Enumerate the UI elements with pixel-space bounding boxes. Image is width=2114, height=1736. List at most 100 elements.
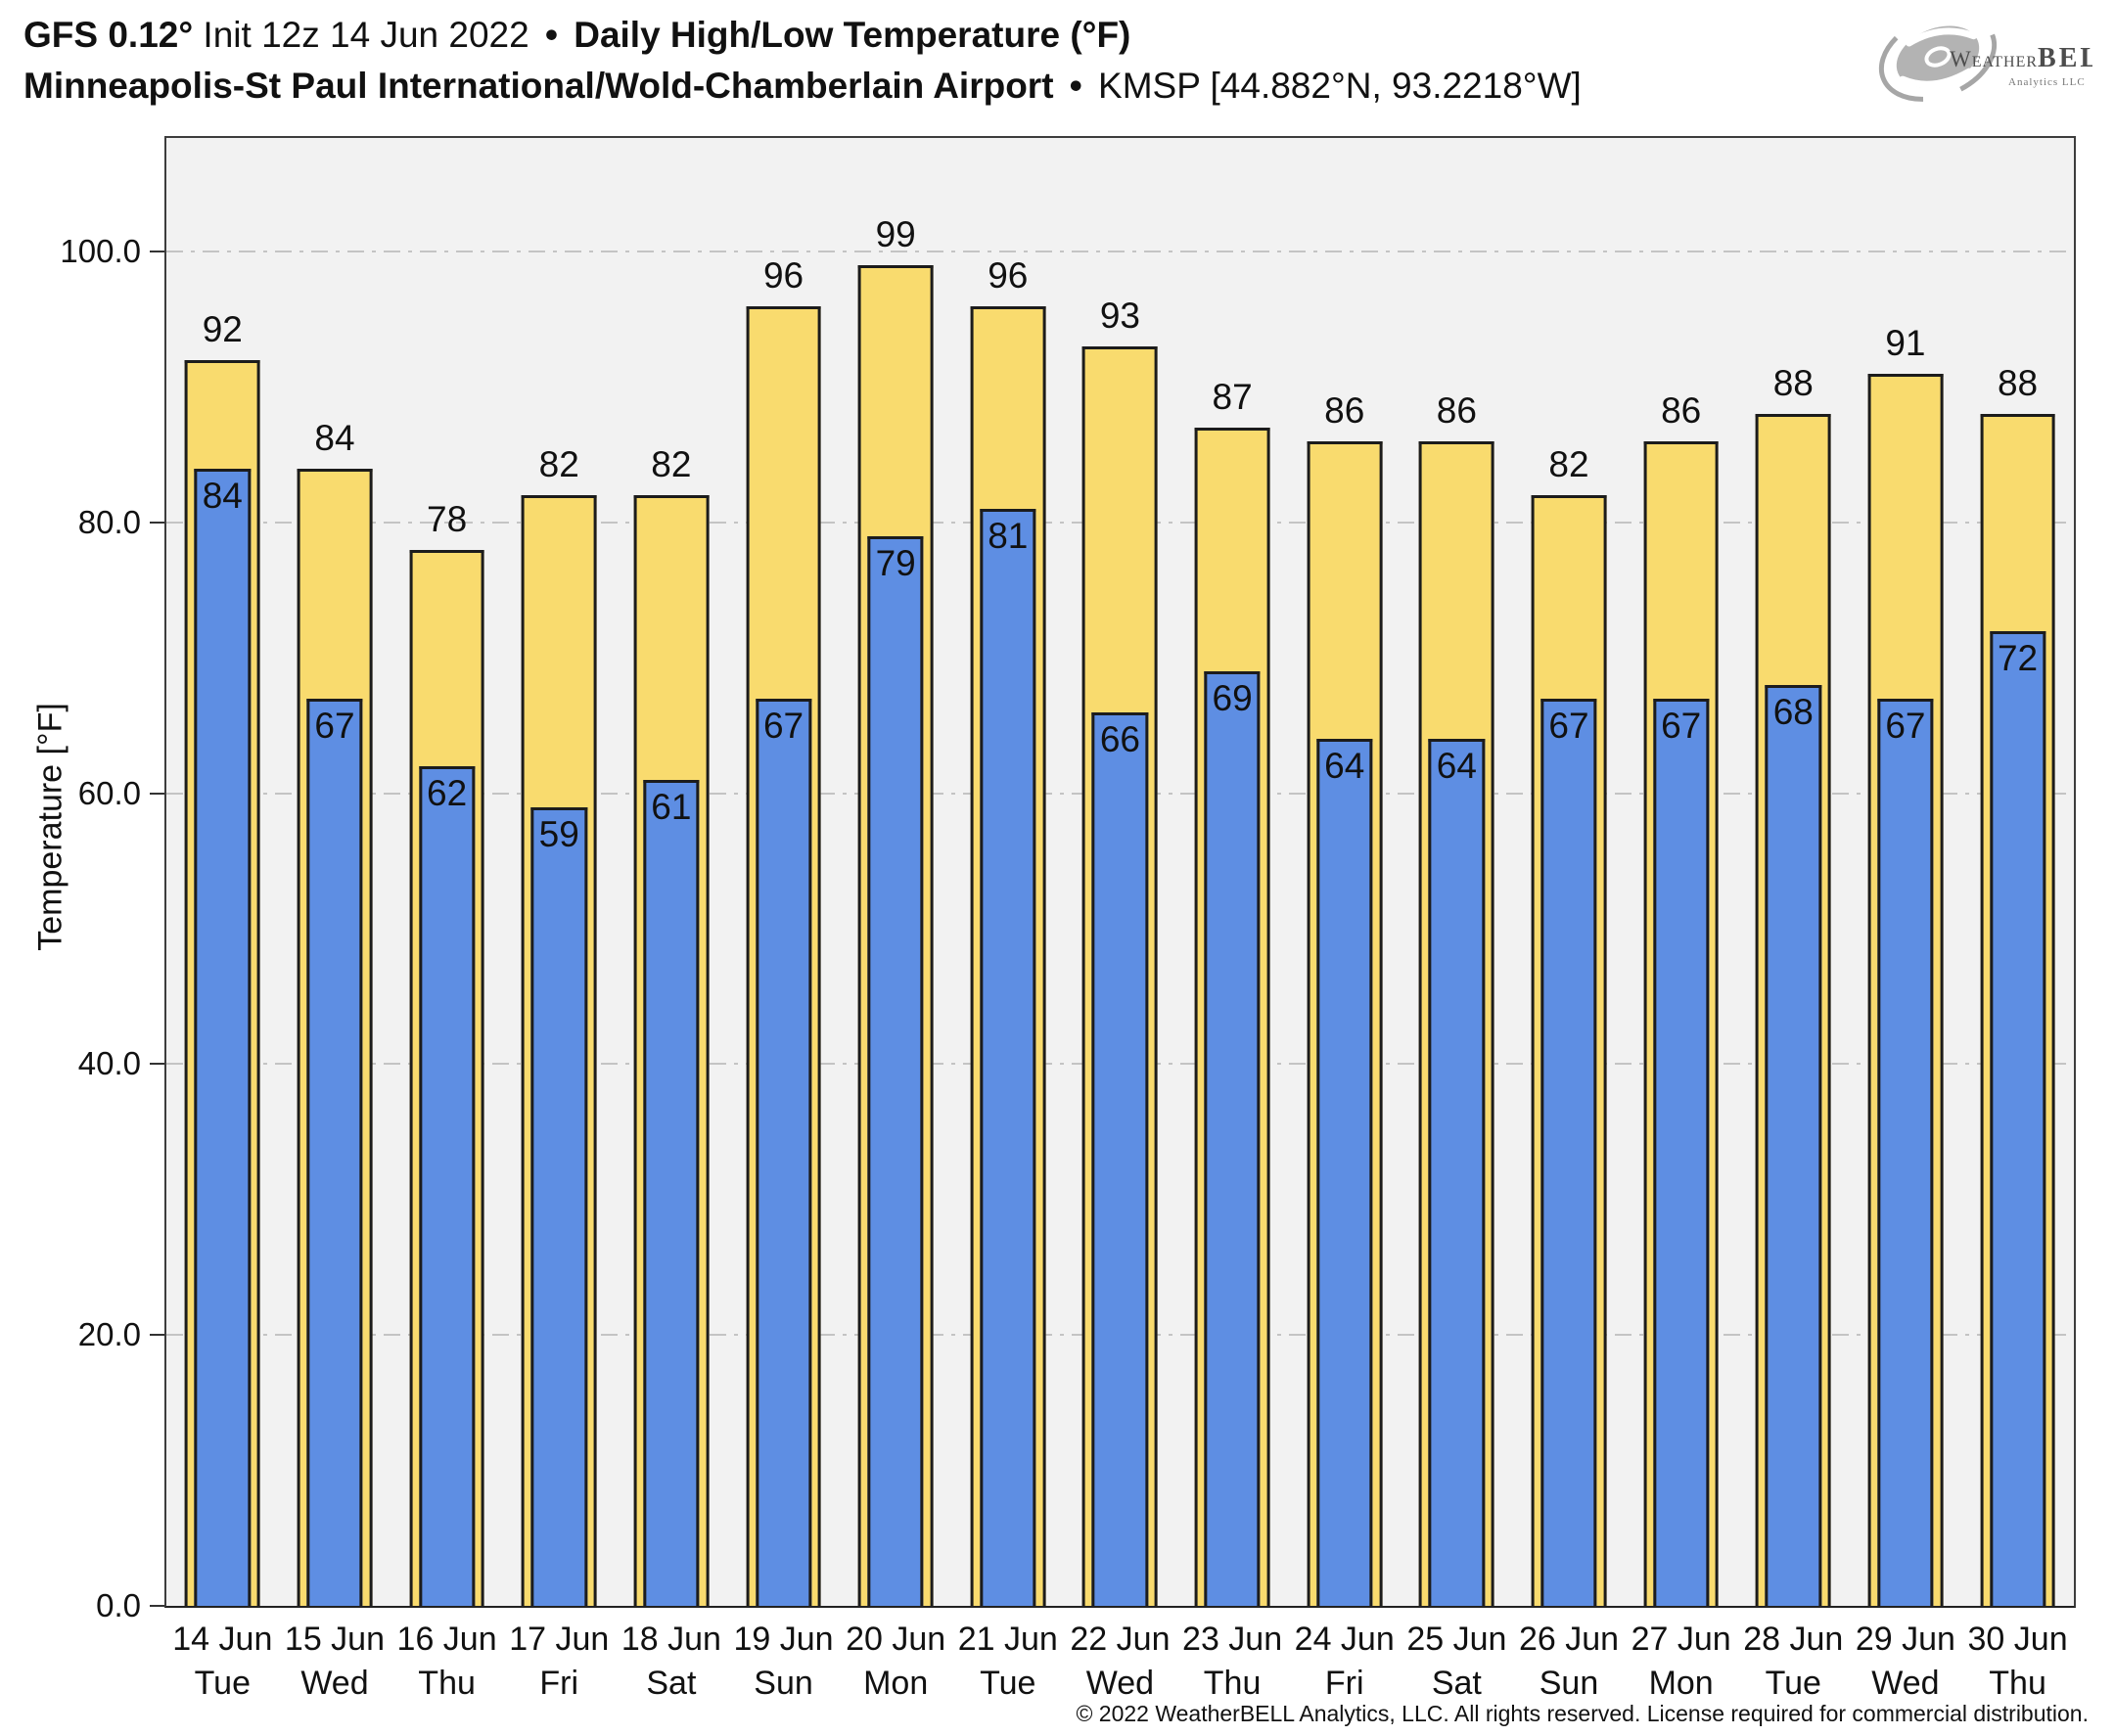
x-tick-label: 28 Jun Tue [1737,1618,1850,1706]
bar-slot: 99 79 20 Jun Mon [840,138,952,1702]
high-value-label: 96 [988,254,1029,296]
x-tick-label: 19 Jun Sun [727,1618,840,1706]
x-tick-date: 17 Jun [509,1621,610,1658]
x-tick-label: 30 Jun Thu [1961,1618,2074,1706]
x-tick-weekday: Wed [1871,1665,1940,1702]
high-value-label: 82 [651,444,692,485]
high-value-label: 99 [875,214,916,255]
low-value-label: 66 [1099,718,1141,759]
hurricane-swirl-icon: WeatherBELL Analytics LLC [1878,12,2114,102]
high-value-label: 93 [1099,296,1141,337]
bar-slot: 88 68 28 Jun Tue [1737,138,1850,1702]
low-value-label: 84 [202,475,243,516]
title-line: GFS 0.12° Init 12z 14 Jun 2022 • Daily H… [23,10,1582,61]
bar-slot: 82 67 26 Jun Sun [1513,138,1626,1702]
x-tick-weekday: Sat [1431,1665,1482,1702]
y-tick-mark [150,521,164,524]
x-tick-label: 25 Jun Sat [1401,1618,1513,1706]
low-value-label: 67 [1661,705,1702,746]
bar-slot: 93 66 22 Jun Wed [1064,138,1176,1702]
x-tick-date: 23 Jun [1182,1621,1283,1658]
low-value-label: 59 [538,813,579,854]
subtitle-separator-dot: • [1069,66,1082,106]
bar-slot: 78 62 16 Jun Thu [391,138,503,1702]
bar-slot: 91 67 29 Jun Wed [1850,138,1962,1702]
x-tick-date: 19 Jun [733,1621,834,1658]
x-tick-label: 29 Jun Wed [1850,1618,1962,1706]
gridline [166,251,2074,253]
bar-slot: 96 67 19 Jun Sun [727,138,840,1702]
low-bar: 67 [1877,698,1934,1606]
x-tick-label: 21 Jun Tue [951,1618,1064,1706]
x-tick-weekday: Fri [539,1665,579,1702]
bar-slot: 92 84 14 Jun Tue [166,138,279,1702]
x-tick-date: 15 Jun [284,1621,385,1658]
bar-slot: 84 67 15 Jun Wed [279,138,391,1702]
bar-slot: 86 64 25 Jun Sat [1401,138,1513,1702]
x-tick-label: 15 Jun Wed [279,1618,391,1706]
low-value-label: 79 [875,542,916,583]
low-bar: 66 [1091,711,1149,1606]
low-bar: 72 [1989,630,2046,1606]
x-tick-label: 16 Jun Thu [391,1618,503,1706]
x-tick-label: 18 Jun Sat [616,1618,728,1706]
x-tick-label: 26 Jun Sun [1513,1618,1626,1706]
y-tick-label: 20.0 [77,1316,141,1353]
x-tick-weekday: Wed [1085,1665,1155,1702]
x-tick-weekday: Mon [863,1665,929,1702]
title-init: Init 12z 14 Jun 2022 [193,15,539,55]
x-tick-label: 17 Jun Fri [503,1618,616,1706]
copyright-footer: © 2022 WeatherBELL Analytics, LLC. All r… [1076,1701,2089,1726]
high-value-label: 88 [1997,363,2039,404]
x-tick-date: 14 Jun [172,1621,273,1658]
low-value-label: 61 [651,786,692,827]
title-model: GFS 0.12° [23,15,194,55]
low-value-label: 72 [1997,637,2039,678]
x-tick-label: 22 Jun Wed [1064,1618,1176,1706]
y-tick-mark [150,1605,164,1607]
x-tick-weekday: Thu [418,1665,476,1702]
low-bar: 68 [1765,685,1821,1606]
low-value-label: 68 [1772,692,1814,733]
logo-text-weather: Weather [1950,47,2038,71]
high-value-label: 87 [1212,377,1253,418]
high-value-label: 86 [1436,389,1477,431]
x-tick-date: 21 Jun [957,1621,1058,1658]
y-tick-mark [150,1063,164,1066]
x-tick-weekday: Sun [1539,1665,1599,1702]
bar-slot: 86 64 24 Jun Fri [1288,138,1401,1702]
x-tick-weekday: Tue [980,1665,1036,1702]
weatherbell-logo: WeatherBELL Analytics LLC [1860,6,2114,106]
x-tick-weekday: Thu [1989,1665,2046,1702]
bars-layer: 92 84 14 Jun Tue 84 67 15 Jun Wed 78 62 16 Jun Thu 8… [166,138,2074,1702]
high-value-label: 86 [1324,389,1365,431]
y-tick-label: 60.0 [77,774,141,811]
high-value-label: 92 [202,308,243,349]
chart-header: GFS 0.12° Init 12z 14 Jun 2022 • Daily H… [23,10,1582,112]
subtitle-line: Minneapolis-St Paul International/Wold-C… [23,61,1582,112]
x-tick-date: 30 Jun [1967,1621,2068,1658]
low-bar: 67 [1652,698,1710,1606]
svg-text:WeatherBELL: WeatherBELL [1950,43,2092,73]
plot-area: 92 84 14 Jun Tue 84 67 15 Jun Wed 78 62 16 Jun Thu 8… [60,136,2076,1702]
title-separator-dot: • [544,15,558,55]
subtitle-station-id: KMSP [44.882°N, 93.2218°W] [1087,66,1582,106]
low-bar: 69 [1204,671,1261,1606]
high-value-label: 88 [1772,363,1814,404]
bar-slot: 88 72 30 Jun Thu [1961,138,2074,1702]
bar-slot: 96 81 21 Jun Tue [951,138,1064,1702]
x-tick-label: 23 Jun Thu [1176,1618,1289,1706]
logo-subtext: Analytics LLC [2008,76,2086,88]
low-bar: 67 [1540,698,1597,1606]
x-tick-date: 18 Jun [620,1621,721,1658]
low-bar: 79 [867,535,924,1606]
subtitle-station: Minneapolis-St Paul International/Wold-C… [23,66,1064,106]
x-tick-weekday: Thu [1203,1665,1262,1702]
y-axis-title-wrap: Temperature [°F] [32,703,70,951]
y-axis-title: Temperature [°F] [31,703,69,951]
bar-slot: 82 59 17 Jun Fri [503,138,616,1702]
y-tick-label: 40.0 [77,1045,141,1082]
high-value-label: 91 [1885,322,1926,363]
x-tick-label: 27 Jun Mon [1625,1618,1737,1706]
x-tick-date: 16 Jun [396,1621,497,1658]
